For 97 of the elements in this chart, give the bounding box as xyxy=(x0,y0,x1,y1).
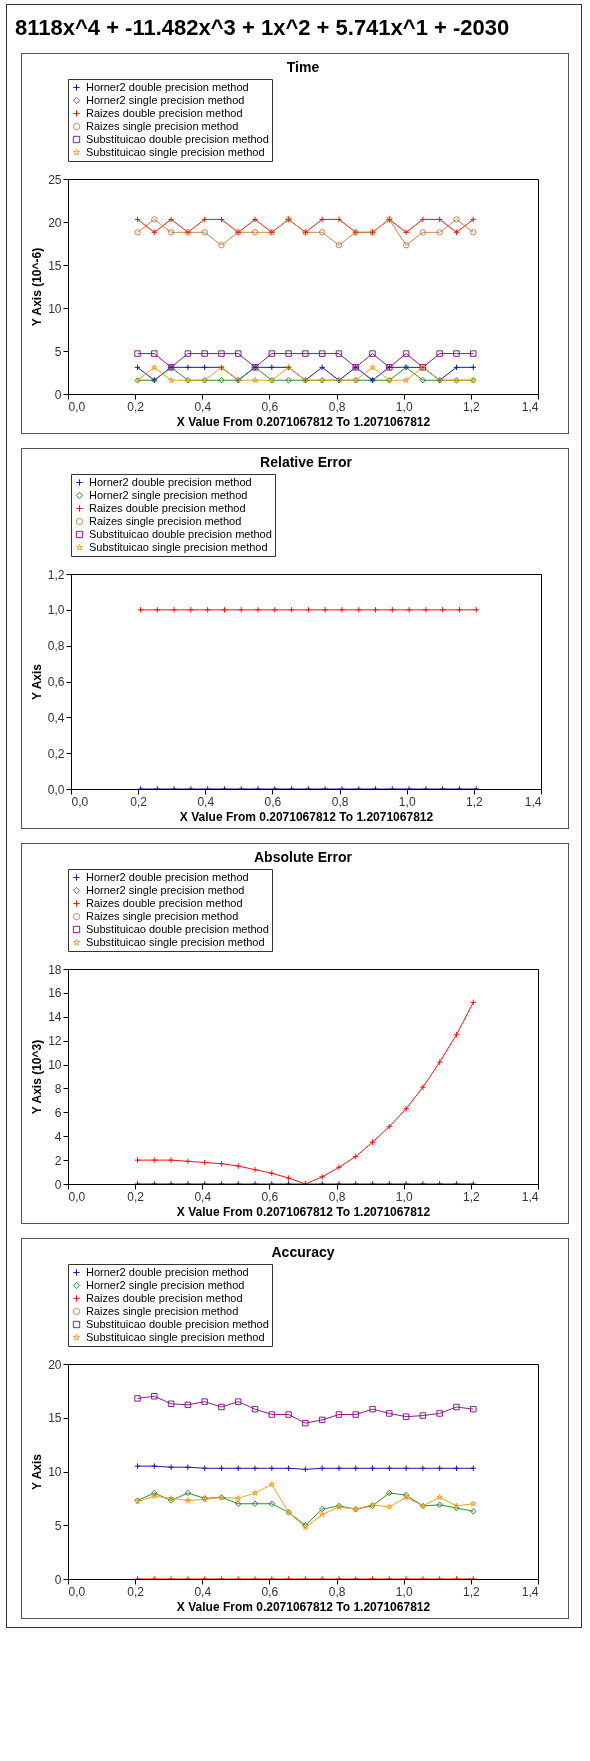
x-tick-label: 1,2 xyxy=(463,399,481,414)
y-tick-label: 0,8 xyxy=(47,639,65,654)
y-tick-label: 0,4 xyxy=(47,710,65,725)
legend-label: Raizes single precision method xyxy=(86,1304,239,1317)
text: 8118x^4 + -11.482x^3 + 1x^2 + 5.741x^1 + -2030 xyxy=(14,14,511,42)
x-tick-label: 0,4 xyxy=(194,399,212,414)
y-tick-label: 1,0 xyxy=(47,603,65,618)
x-tick-label: 0,4 xyxy=(197,794,215,809)
legend-label: Horner2 single precision method xyxy=(86,883,245,896)
x-tick-label: 0,6 xyxy=(261,1584,279,1599)
x-tick-label: 1,0 xyxy=(395,399,413,414)
chart-title: Accuracy xyxy=(271,1243,335,1260)
y-tick-label: 18 xyxy=(48,962,62,977)
y-tick-label: 0,2 xyxy=(47,746,65,761)
y-tick-label: 20 xyxy=(48,1357,62,1372)
y-tick-label: 1,2 xyxy=(47,567,65,582)
x-tick-label: 0,6 xyxy=(261,1189,279,1204)
legend-label: Horner2 double precision method xyxy=(89,475,252,488)
legend-label: Raizes double precision method xyxy=(86,896,243,909)
legend-label: Substituicao double precision method xyxy=(86,132,269,145)
legend-label: Raizes double precision method xyxy=(89,501,246,514)
x-tick-label: 1,4 xyxy=(521,399,539,414)
legend-label: Horner2 double precision method xyxy=(86,1265,249,1278)
y-tick-label: 14 xyxy=(48,1010,62,1025)
y-tick-label: 6 xyxy=(54,1105,62,1120)
legend-label: Substituicao single precision method xyxy=(86,145,265,158)
y-tick-label: 2 xyxy=(54,1153,62,1168)
x-tick-label: 0,8 xyxy=(328,1584,346,1599)
x-tick-label: 0,8 xyxy=(328,1189,346,1204)
x-tick-label: 0,0 xyxy=(68,1584,86,1599)
legend-label: Horner2 single precision method xyxy=(86,1278,245,1291)
y-tick-label: 0 xyxy=(54,387,62,402)
legend-label: Substituicao single precision method xyxy=(89,540,268,553)
y-tick-label: 10 xyxy=(48,301,62,316)
chart-title: Time xyxy=(286,58,320,75)
chart-title: Relative Error xyxy=(260,453,353,470)
x-tick-label: 0,0 xyxy=(68,399,86,414)
x-tick-label: 0,8 xyxy=(331,794,349,809)
y-axis-title: Y Axis xyxy=(30,1453,45,1491)
y-tick-label: 15 xyxy=(48,258,62,273)
x-tick-label: 0,2 xyxy=(127,1189,145,1204)
legend-label: Substituicao double precision method xyxy=(89,527,272,540)
y-axis-title: Y Axis (10^3) xyxy=(30,1039,45,1115)
y-tick-label: 16 xyxy=(48,986,62,1001)
x-axis-title: X Value From 0.2071067812 To 1.2071067812 xyxy=(176,414,431,429)
y-tick-label: 12 xyxy=(48,1034,62,1049)
y-tick-label: 10 xyxy=(48,1465,62,1479)
y-tick-label: 8 xyxy=(54,1081,62,1096)
x-tick-label: 0,2 xyxy=(130,794,148,809)
x-tick-label: 0,6 xyxy=(264,794,282,809)
y-tick-label: 20 xyxy=(48,215,62,230)
y-tick-label: 0,6 xyxy=(47,675,65,689)
x-tick-label: 1,4 xyxy=(524,794,542,809)
x-tick-label: 1,0 xyxy=(395,1189,413,1204)
y-axis-title: Y Axis (10^-6) xyxy=(30,247,45,327)
y-tick-label: 25 xyxy=(48,172,62,187)
x-tick-label: 0,0 xyxy=(68,1189,86,1204)
legend-label: Raizes double precision method xyxy=(86,106,243,119)
y-tick-label: 4 xyxy=(54,1129,62,1144)
y-tick-label: 5 xyxy=(54,344,62,359)
legend-label: Raizes single precision method xyxy=(86,119,239,132)
legend-label: Horner2 double precision method xyxy=(86,870,249,883)
x-axis-title: X Value From 0.2071067812 To 1.2071067812 xyxy=(179,809,434,824)
y-axis-title: Y Axis xyxy=(29,663,44,701)
x-tick-label: 1,2 xyxy=(463,1189,481,1204)
y-tick-label: 0 xyxy=(54,1177,62,1192)
x-tick-label: 0,0 xyxy=(71,794,89,809)
legend-label: Substituicao double precision method xyxy=(86,922,269,935)
legend-label: Substituicao single precision method xyxy=(86,1330,265,1343)
legend-label: Raizes single precision method xyxy=(86,909,239,922)
legend-label: Horner2 double precision method xyxy=(86,80,249,93)
y-tick-label: 10 xyxy=(48,1058,62,1073)
x-tick-label: 0,6 xyxy=(261,399,279,414)
x-tick-label: 1,4 xyxy=(521,1584,539,1599)
legend-label: Raizes single precision method xyxy=(89,514,242,527)
legend-label: Raizes double precision method xyxy=(86,1291,243,1304)
y-tick-label: 5 xyxy=(54,1518,62,1533)
x-tick-label: 0,2 xyxy=(127,399,145,414)
y-tick-label: 0,0 xyxy=(47,782,65,797)
chart-title: Absolute Error xyxy=(253,848,353,865)
x-tick-label: 0,2 xyxy=(127,1584,145,1599)
x-tick-label: 0,8 xyxy=(328,399,346,414)
x-axis-title: X Value From 0.2071067812 To 1.2071067812 xyxy=(176,1599,431,1614)
legend-label: Horner2 single precision method xyxy=(86,93,245,106)
legend-label: Substituicao single precision method xyxy=(86,935,265,948)
x-tick-label: 1,2 xyxy=(463,1584,481,1599)
x-tick-label: 1,4 xyxy=(521,1189,539,1204)
y-tick-label: 15 xyxy=(48,1411,62,1426)
x-tick-label: 1,0 xyxy=(395,1584,413,1599)
legend-label: Substituicao double precision method xyxy=(86,1317,269,1330)
x-tick-label: 1,2 xyxy=(466,794,484,809)
x-tick-label: 1,0 xyxy=(398,794,416,809)
x-tick-label: 0,4 xyxy=(194,1584,212,1599)
legend-label: Horner2 single precision method xyxy=(89,488,248,501)
y-tick-label: 0 xyxy=(54,1572,62,1587)
x-axis-title: X Value From 0.2071067812 To 1.2071067812 xyxy=(176,1204,431,1219)
x-tick-label: 0,4 xyxy=(194,1189,212,1204)
